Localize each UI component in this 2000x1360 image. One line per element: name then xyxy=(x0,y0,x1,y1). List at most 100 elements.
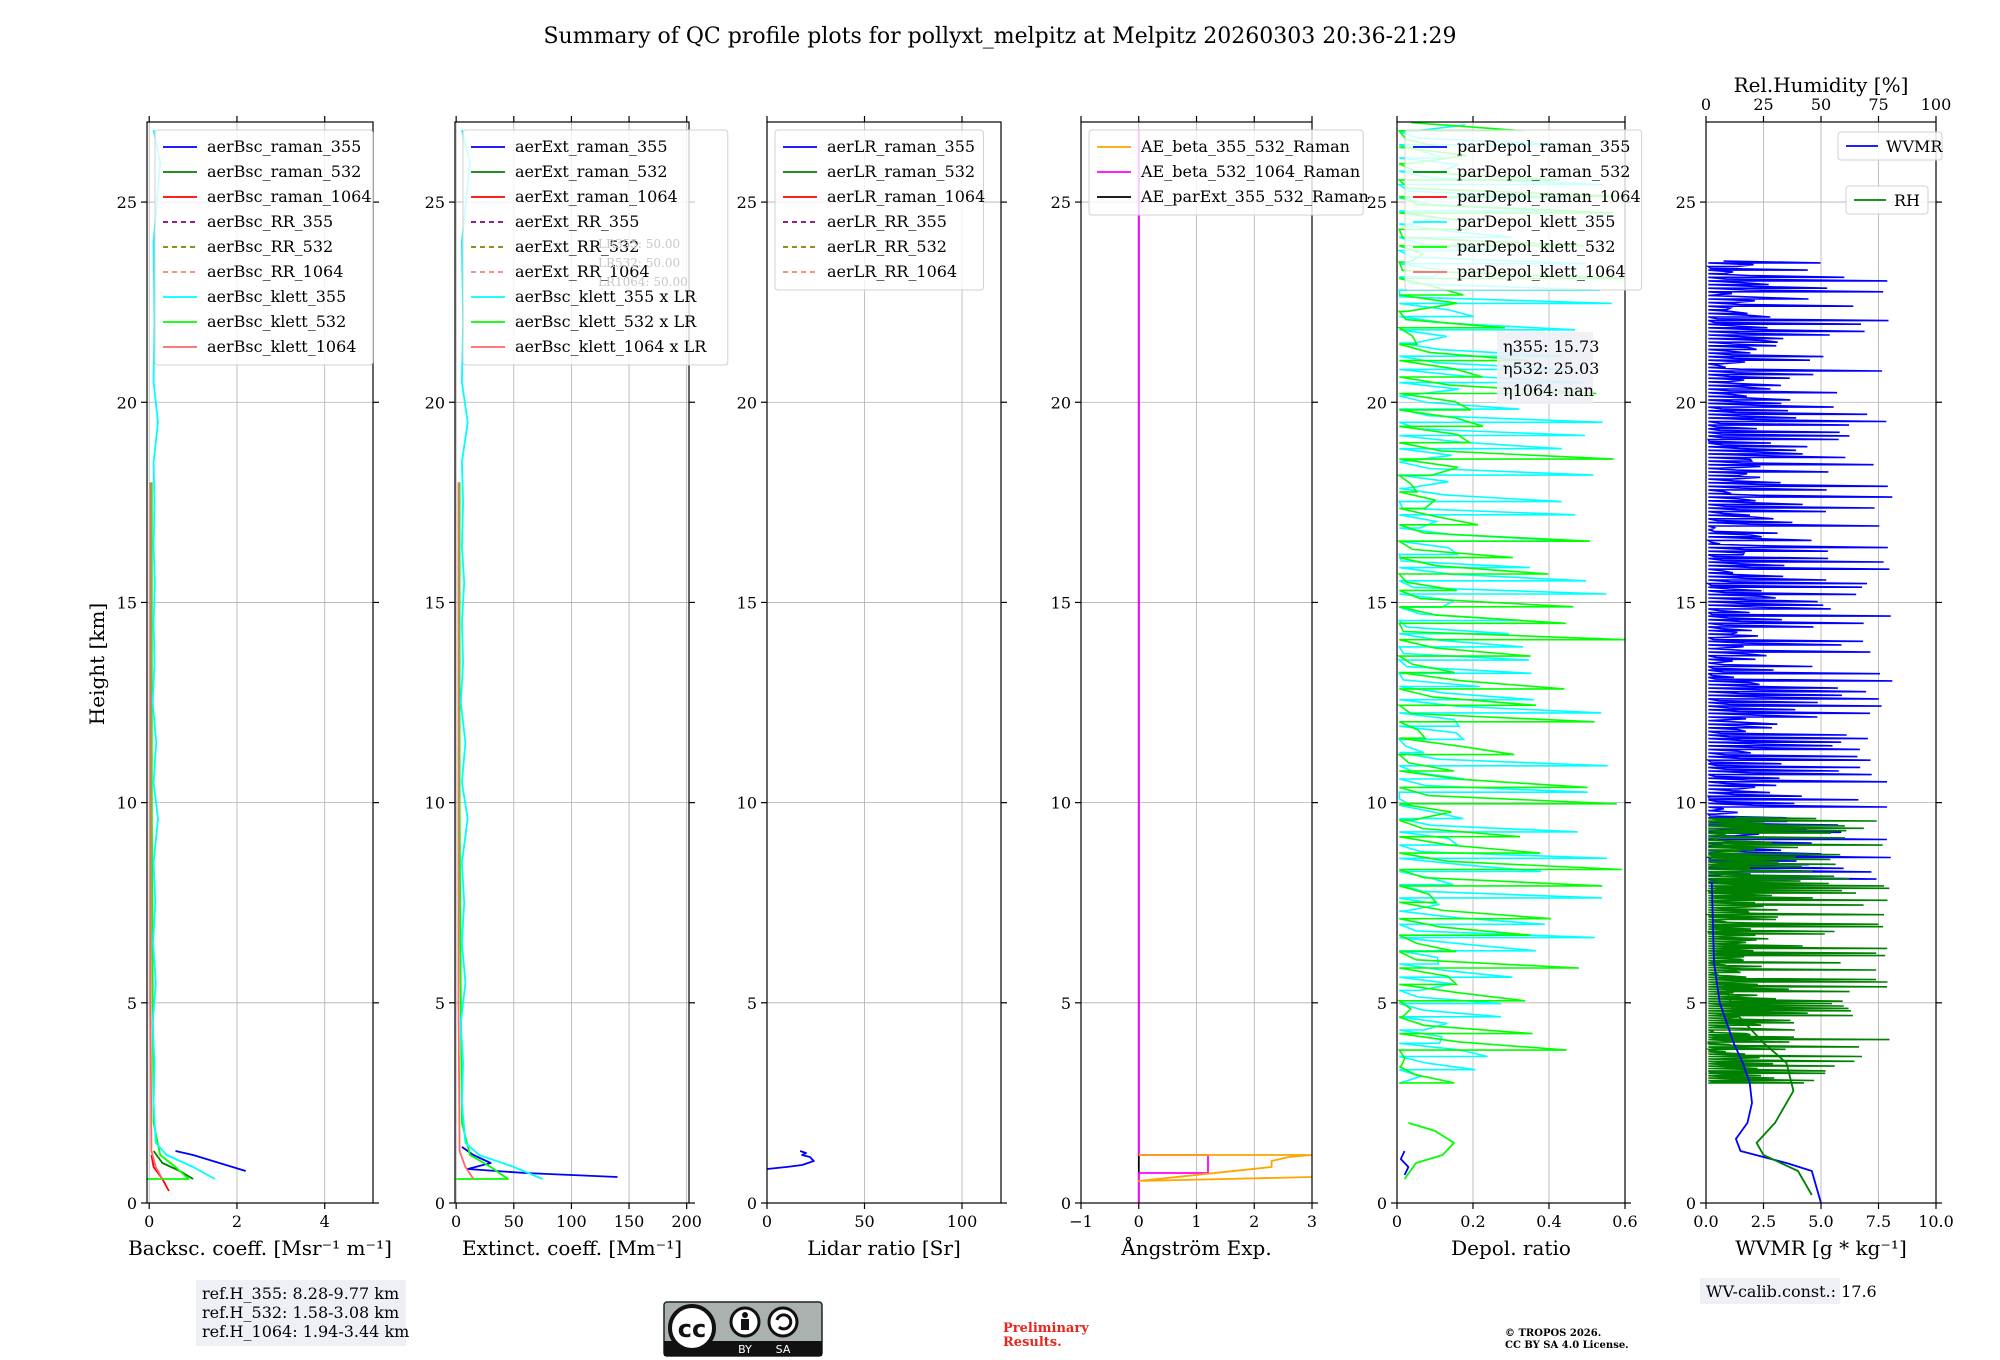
y-tick-label: 10 xyxy=(117,794,137,813)
y-tick-label: 10 xyxy=(1051,794,1071,813)
legend-label: aerLR_RR_532 xyxy=(827,237,947,256)
series-parDepol_raman_355 xyxy=(1399,1150,1410,1176)
eta-note: η355: 15.73 η532: 25.03 η1064: nan xyxy=(1497,332,1599,404)
legend-label: AE_beta_355_532_Raman xyxy=(1140,137,1350,156)
lr-note-line: LR532: 50.00 xyxy=(598,256,680,270)
axes-frame xyxy=(1396,121,1626,1204)
legend-label: AE_parExt_355_532_Raman xyxy=(1140,187,1369,206)
legend-label: parDepol_klett_1064 xyxy=(1457,262,1626,281)
legend-label: aerBsc_raman_1064 xyxy=(207,187,372,206)
plot-area-ae xyxy=(1137,130,1312,1203)
y-tick-label: 20 xyxy=(1051,393,1071,412)
series-aerBsc_klett_355 xyxy=(151,129,216,1180)
plot-area-lr xyxy=(767,1150,815,1170)
series-aerBsc_klett_355 x LR xyxy=(459,129,543,1180)
x-tick-label: 0.6 xyxy=(1612,1212,1637,1231)
legend-label: parDepol_raman_532 xyxy=(1457,162,1630,181)
x-tick-label: 0 xyxy=(1392,1212,1402,1231)
x-tick-label: 200 xyxy=(671,1212,702,1231)
x-tick-label: 0.2 xyxy=(1460,1212,1485,1231)
panel-ext: 0 50 100 150 200 0 5 10 15 20 25 Extinct. coeff. [M… xyxy=(425,116,729,1260)
legend-label: aerBsc_klett_532 xyxy=(207,312,346,331)
panel-wv: 0.0 2.5 5.0 7.5 10.0 0 5 10 15 20 25 WVMR [g * kg⁻¹… xyxy=(1676,73,1954,1260)
by-label: BY xyxy=(738,1343,752,1356)
panel-depol: 0 0.2 0.4 0.6 0 5 10 15 20 25 Depol. ratio parDepol… xyxy=(1367,116,1643,1260)
x-tick-label: 7.5 xyxy=(1866,1212,1891,1231)
legend-label: WVMR xyxy=(1886,137,1943,156)
series-aerBsc_klett_1064 x LR xyxy=(457,482,475,1180)
cc-logo-icon xyxy=(668,1304,716,1352)
top-axis-tick-label: 0 xyxy=(1701,95,1711,114)
legend-label: aerLR_RR_1064 xyxy=(827,262,957,281)
x-tick-label: 1 xyxy=(1191,1212,1201,1231)
lr-note-line: LR355: 50.00 xyxy=(598,237,680,251)
y-tick-label: 5 xyxy=(1377,994,1387,1013)
legend-label: aerBsc_raman_532 xyxy=(207,162,361,181)
y-tick-label: 25 xyxy=(737,193,757,212)
x-tick-label: 50 xyxy=(854,1212,874,1231)
eta-note-line: η532: 25.03 xyxy=(1503,359,1599,378)
legend-ext: aerExt_raman_355 aerExt_raman_532 aerExt_r… xyxy=(462,129,729,366)
legend-label: aerBsc_klett_355 xyxy=(207,287,346,306)
legend-label: aerBsc_klett_1064 x LR xyxy=(515,337,707,356)
lr-note: LR355: 50.00 LR532: 50.00 LR1064: 50.00 xyxy=(598,237,688,289)
legend-label: aerBsc_klett_355 x LR xyxy=(515,287,697,306)
x-tick-label: 0.4 xyxy=(1536,1212,1561,1231)
x-tick-label: 10.0 xyxy=(1918,1212,1954,1231)
legend-label: aerExt_RR_355 xyxy=(515,212,639,231)
top-axis-tick-label: 50 xyxy=(1811,95,1831,114)
y-tick-label: 0 xyxy=(435,1194,445,1213)
legend-label: aerBsc_klett_532 x LR xyxy=(515,312,697,331)
y-tick-label: 5 xyxy=(747,994,757,1013)
x-tick-label: 0 xyxy=(144,1212,154,1231)
y-tick-label: 15 xyxy=(1051,593,1071,612)
y-tick-label: 20 xyxy=(117,393,137,412)
series-aerBsc_klett_532 xyxy=(147,482,190,1180)
legend-ae: AE_beta_355_532_Raman AE_beta_532_1064_Ra… xyxy=(1088,129,1369,216)
copyright-line-1: © TROPOS 2026. xyxy=(1505,1328,1601,1339)
plot-area-wv xyxy=(1706,260,1893,1203)
x-tick-label: 5.0 xyxy=(1808,1212,1833,1231)
plot-area-bsc xyxy=(147,129,246,1192)
y-tick-label: 10 xyxy=(425,794,445,813)
legend-label: aerExt_RR_532 xyxy=(515,237,639,256)
wv-calib-text: WV-calib.const.: 17.6 xyxy=(1706,1282,1877,1301)
figure-title: Summary of QC profile plots for pollyxt_… xyxy=(543,24,1456,49)
legend-label: aerExt_raman_1064 xyxy=(515,187,678,206)
legend-depol: parDepol_raman_355 parDepol_raman_532 parD… xyxy=(1404,129,1643,291)
noise-trace-green xyxy=(1706,816,1890,1084)
y-tick-label: 20 xyxy=(1367,393,1387,412)
x-tick-label: 2.5 xyxy=(1751,1212,1776,1231)
sa-label: SA xyxy=(776,1343,791,1356)
series-AE_beta_532_1064_Raman xyxy=(1137,130,1209,1203)
copyright-line-2: CC BY SA 4.0 License. xyxy=(1505,1340,1629,1351)
axes-frame xyxy=(766,121,1002,1204)
y-tick-label: 5 xyxy=(435,994,445,1013)
legend-label: parDepol_raman_1064 xyxy=(1457,187,1641,206)
wv-calib-box: WV-calib.const.: 17.6 xyxy=(1700,1278,1877,1304)
y-tick-label: 0 xyxy=(1686,1194,1696,1213)
y-tick-label: 25 xyxy=(1676,193,1696,212)
legend-label: aerBsc_klett_1064 xyxy=(207,337,356,356)
x-tick-label: 0 xyxy=(451,1212,461,1231)
x-axis-title-bsc: Backsc. coeff. [Msr⁻¹ m⁻¹] xyxy=(128,1236,392,1260)
eta-note-line: η355: 15.73 xyxy=(1503,337,1599,356)
legend-label: aerExt_RR_1064 xyxy=(515,262,650,281)
series-aerLR_raman_355 xyxy=(767,1150,815,1170)
y-tick-label: 25 xyxy=(1367,193,1387,212)
y-tick-label: 5 xyxy=(1061,994,1071,1013)
ref-height-355: ref.H_355: 8.28-9.77 km xyxy=(202,1284,399,1303)
y-tick-label: 25 xyxy=(1051,193,1071,212)
y-tick-label: 5 xyxy=(127,994,137,1013)
panel-bsc: 0 2 4 0 5 10 15 20 25 Backsc. coeff. [Msr⁻¹ m⁻¹] a… xyxy=(117,116,392,1260)
y-tick-label: 20 xyxy=(1676,393,1696,412)
x-tick-label: 2 xyxy=(1249,1212,1259,1231)
x-axis-title-depol: Depol. ratio xyxy=(1451,1236,1571,1260)
panel-lr: 0 50 100 0 5 10 15 20 25 Lidar ratio [Sr] aerLR_ra… xyxy=(737,116,1007,1260)
y-tick-label: 10 xyxy=(1367,794,1387,813)
x-axis-title-ae: Ångström Exp. xyxy=(1120,1235,1271,1260)
top-axis-tick-label: 75 xyxy=(1868,95,1888,114)
series-aerBsc_raman_355 xyxy=(175,1150,246,1172)
